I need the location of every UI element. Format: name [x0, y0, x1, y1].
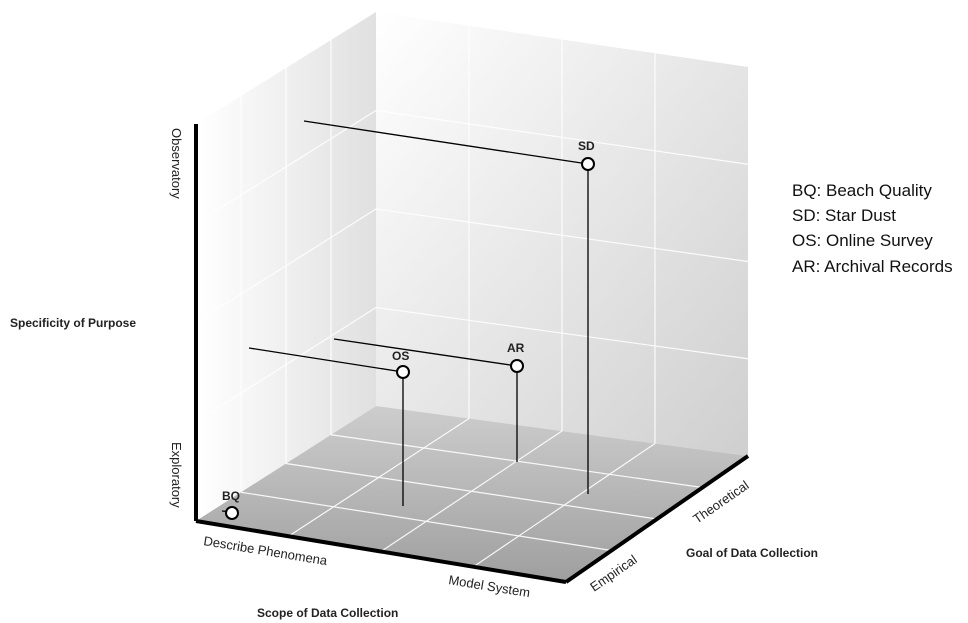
point-os [396, 365, 410, 379]
vertical-axis-title: Specificity of Purpose [10, 316, 136, 330]
point-bq [225, 506, 239, 520]
legend-item: AR: Archival Records [792, 257, 953, 276]
front-axis-high-label: Model System [448, 572, 532, 600]
grid-line [285, 462, 658, 520]
point-sd [581, 157, 595, 171]
vertical-axis-high-label: Observatory [169, 128, 184, 199]
grid-line [375, 306, 749, 360]
front-axis-title: Scope of Data Collection [257, 606, 398, 620]
front-axis-line [195, 519, 567, 584]
point-label-ar: AR [507, 341, 525, 355]
point-label-sd: SD [578, 139, 595, 153]
ar-leader-line [333, 338, 518, 367]
legend-item: SD: Star Dust [792, 206, 896, 225]
legend-item: BQ: Beach Quality [792, 181, 932, 200]
grid-line [195, 208, 377, 324]
point-ar [510, 359, 524, 373]
data-points: BQ OS AR SD [221, 120, 595, 520]
grid-line [473, 443, 656, 568]
depth-axis-line [564, 454, 750, 584]
depth-axis-title: Goal of Data Collection [686, 546, 818, 560]
point-label-os: OS [392, 349, 409, 363]
legend: BQ: Beach Quality SD: Star Dust OS: Onli… [792, 181, 953, 276]
legend-item: OS: Online Survey [792, 231, 933, 250]
grid-line [375, 208, 749, 263]
floor [196, 406, 748, 582]
sd-leader-line [303, 120, 589, 165]
point-label-bq: BQ [222, 489, 240, 503]
grid-line [195, 306, 377, 423]
grid-lines [195, 25, 749, 568]
vertical-axis-low-label: Exploratory [169, 442, 184, 508]
os-leader-line [248, 347, 404, 373]
